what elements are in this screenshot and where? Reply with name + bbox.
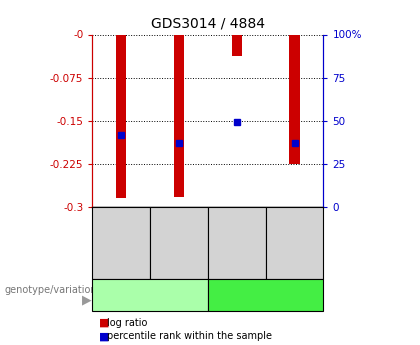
Text: GSM74502: GSM74502 xyxy=(232,217,242,270)
Bar xyxy=(231,34,242,56)
Text: GSM74503: GSM74503 xyxy=(174,217,184,270)
Text: ■: ■ xyxy=(99,318,109,327)
Bar xyxy=(116,34,126,198)
Title: GDS3014 / 4884: GDS3014 / 4884 xyxy=(151,17,265,31)
Text: genotype/variation: genotype/variation xyxy=(4,285,97,295)
Text: GSM74501: GSM74501 xyxy=(116,217,126,270)
Text: percentile rank within the sample: percentile rank within the sample xyxy=(107,332,272,341)
Text: ■: ■ xyxy=(99,332,109,341)
Text: wild type: wild type xyxy=(125,290,176,300)
Bar xyxy=(289,34,300,164)
Bar xyxy=(174,34,184,197)
Text: log ratio: log ratio xyxy=(107,318,147,327)
Text: ▶: ▶ xyxy=(82,294,92,307)
Text: mmi1 mutant: mmi1 mutant xyxy=(228,290,304,300)
Text: GSM74504: GSM74504 xyxy=(289,217,299,270)
